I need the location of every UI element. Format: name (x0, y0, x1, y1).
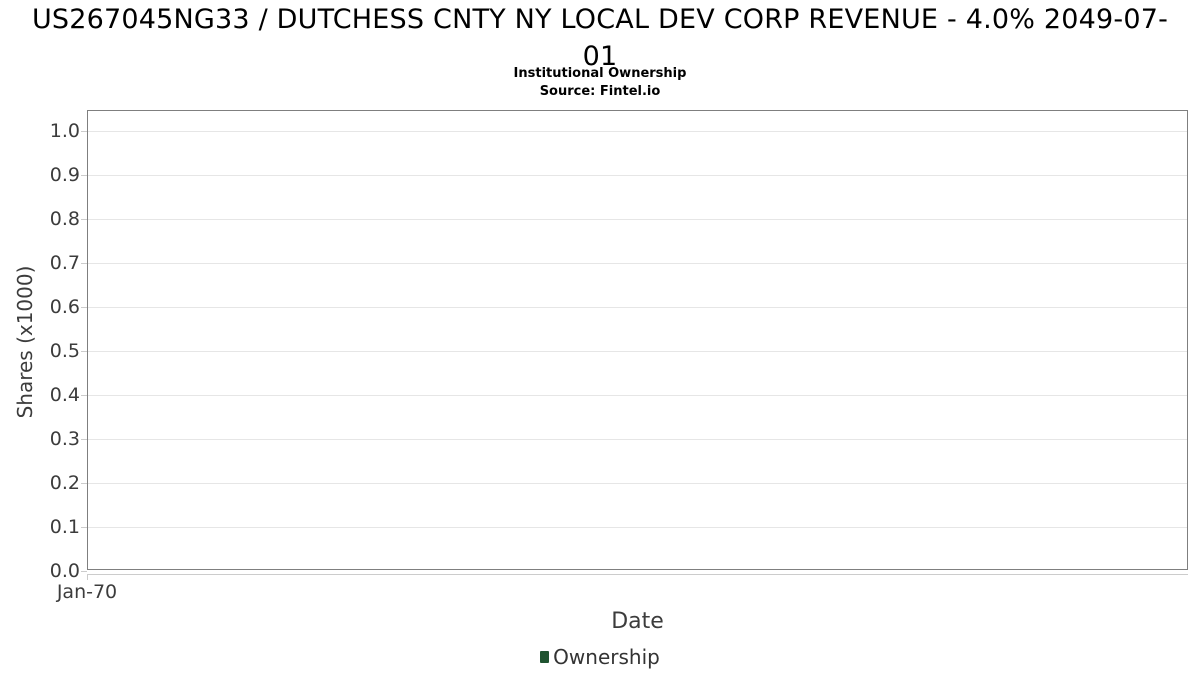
y-axis-tick (81, 307, 87, 308)
chart-source-credit: Source: Fintel.io (539, 84, 661, 99)
y-gridline (88, 527, 1187, 528)
y-axis-tick (81, 219, 87, 220)
y-tick-label: 0.3 (49, 428, 80, 450)
legend-series-label: Ownership (553, 645, 660, 669)
y-gridline (88, 439, 1187, 440)
y-axis-tick (81, 175, 87, 176)
y-axis-tick (81, 527, 87, 528)
y-gridline (88, 131, 1187, 132)
y-tick-label: 0.1 (49, 516, 80, 538)
y-gridline (88, 395, 1187, 396)
y-axis-tick (81, 263, 87, 264)
y-axis-tick (81, 439, 87, 440)
y-gridline (88, 175, 1187, 176)
chart-subtitle: Institutional Ownership (513, 66, 687, 81)
y-tick-label: 0.4 (49, 384, 80, 406)
y-gridline (88, 219, 1187, 220)
chart-title-line-2: 01 (582, 41, 618, 72)
legend-series-marker (540, 651, 550, 663)
chart-title: US267045NG33 / DUTCHESS CNTY NY LOCAL DE… (0, 1, 1200, 75)
y-gridline (88, 263, 1187, 264)
chart-title-line-1: US267045NG33 / DUTCHESS CNTY NY LOCAL DE… (31, 4, 1169, 35)
x-tick-label: Jan-70 (56, 581, 118, 603)
y-tick-label: 0.0 (49, 560, 80, 582)
plot-area (87, 110, 1188, 570)
y-axis-tick (81, 131, 87, 132)
x-axis-line (87, 574, 1188, 575)
legend-item-ownership[interactable]: Ownership (0, 645, 1200, 669)
y-tick-label: 0.5 (49, 340, 80, 362)
y-tick-label: 1.0 (49, 120, 80, 142)
y-tick-label: 0.9 (49, 164, 80, 186)
y-tick-label: 0.8 (49, 208, 80, 230)
y-gridline (88, 351, 1187, 352)
y-tick-label: 0.6 (49, 296, 80, 318)
x-axis-tick (87, 574, 88, 580)
y-tick-label: 0.7 (49, 252, 80, 274)
x-axis-title: Date (611, 609, 664, 634)
y-axis-tick (81, 571, 87, 572)
y-axis-tick (81, 395, 87, 396)
y-gridline (88, 483, 1187, 484)
y-gridline (88, 307, 1187, 308)
y-axis-tick (81, 351, 87, 352)
y-axis-tick (81, 483, 87, 484)
y-tick-label: 0.2 (49, 472, 80, 494)
